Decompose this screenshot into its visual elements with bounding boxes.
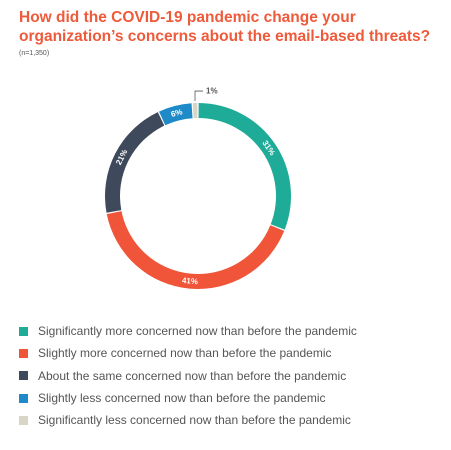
donut-chart: 31%41%21%6%1% (105, 87, 292, 289)
legend-item-2: Slightly more concerned now than before … (19, 342, 357, 364)
legend: Significantly more concerned now than be… (19, 320, 357, 431)
legend-label-1: Significantly more concerned now than be… (38, 324, 357, 339)
donut-slice-4 (158, 103, 193, 126)
chart-title: How did the COVID-19 pandemic change you… (19, 9, 431, 45)
legend-swatch-5 (19, 415, 28, 425)
slice-data-label-2: 41% (182, 276, 199, 286)
legend-label-5: Significantly less concerned now than be… (38, 413, 351, 428)
legend-swatch-2 (19, 348, 28, 358)
legend-label-2: Slightly more concerned now than before … (38, 346, 332, 361)
sample-size-note: (n=1,350) (19, 50, 50, 57)
legend-item-3: About the same concerned now than before… (19, 365, 357, 387)
legend-swatch-3 (19, 371, 28, 381)
legend-item-5: Significantly less concerned now than be… (19, 409, 357, 431)
donut-slice-1 (198, 103, 292, 230)
slice-data-label-4: 6% (170, 107, 183, 119)
slice-leader-line-5 (194, 90, 204, 102)
legend-swatch-4 (19, 393, 28, 403)
donut-slice-5 (192, 103, 198, 119)
legend-swatch-1 (19, 326, 28, 336)
legend-item-4: Slightly less concerned now than before … (19, 387, 357, 409)
legend-label-3: About the same concerned now than before… (38, 368, 347, 383)
donut-slice-3 (105, 112, 165, 213)
donut-slice-2 (106, 211, 285, 289)
legend-item-1: Significantly more concerned now than be… (19, 320, 357, 342)
legend-label-4: Slightly less concerned now than before … (38, 391, 326, 406)
slice-data-label-5: 1% (206, 87, 218, 96)
